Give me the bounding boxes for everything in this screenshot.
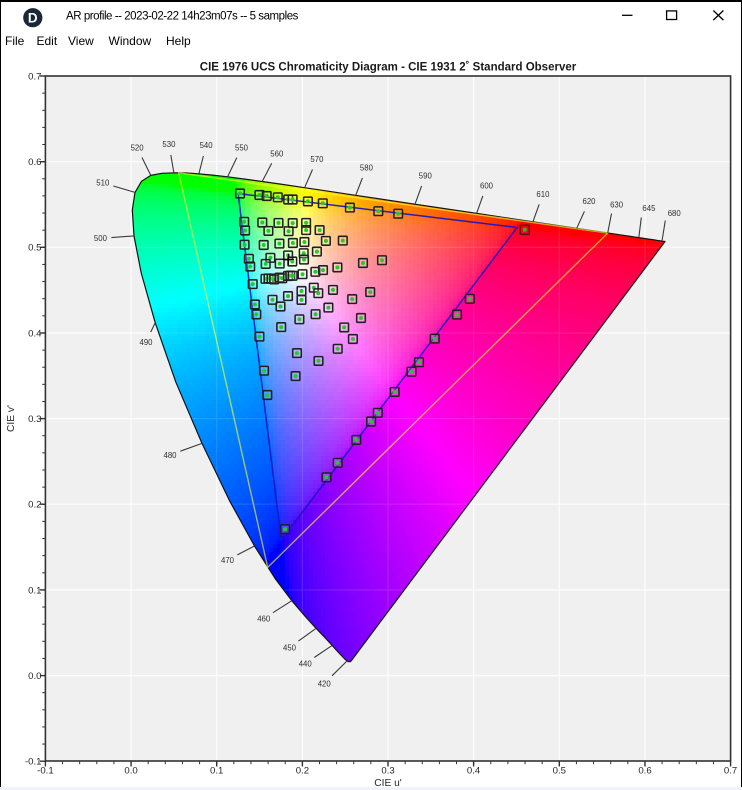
svg-text:0.4: 0.4 (28, 328, 42, 339)
svg-text:0.3: 0.3 (28, 414, 41, 425)
svg-text:440: 440 (299, 660, 313, 669)
svg-text:570: 570 (310, 155, 324, 164)
svg-text:0.2: 0.2 (28, 500, 41, 511)
svg-text:D: D (28, 10, 38, 25)
svg-text:520: 520 (131, 143, 145, 152)
svg-text:510: 510 (96, 179, 110, 188)
svg-text:0.6: 0.6 (638, 766, 651, 777)
svg-text:AR profile -- 2023-02-22 14h23: AR profile -- 2023-02-22 14h23m07s -- 5 … (66, 11, 299, 23)
svg-text:500: 500 (94, 234, 108, 243)
svg-text:0.1: 0.1 (28, 585, 41, 596)
svg-text:580: 580 (360, 164, 374, 173)
svg-text:0.5: 0.5 (553, 766, 566, 777)
svg-text:530: 530 (162, 140, 176, 149)
svg-text:460: 460 (257, 614, 271, 623)
svg-text:610: 610 (536, 190, 550, 199)
svg-text:Window: Window (109, 34, 152, 48)
svg-text:0.0: 0.0 (124, 766, 137, 777)
svg-text:630: 630 (610, 201, 624, 210)
svg-text:-0.1: -0.1 (37, 766, 54, 777)
svg-text:550: 550 (235, 144, 249, 153)
svg-text:0.7: 0.7 (28, 71, 41, 82)
svg-text:CIE v': CIE v' (6, 405, 17, 432)
svg-text:680: 680 (668, 209, 682, 218)
svg-text:0.5: 0.5 (28, 243, 41, 254)
svg-text:CIE 1976 UCS Chromaticity Diag: CIE 1976 UCS Chromaticity Diagram - CIE … (200, 62, 577, 74)
svg-text:420: 420 (318, 679, 332, 688)
svg-text:0.4: 0.4 (467, 766, 481, 777)
svg-text:480: 480 (163, 451, 177, 460)
svg-text:0.6: 0.6 (28, 157, 41, 168)
svg-text:620: 620 (582, 197, 596, 206)
svg-text:CIE u': CIE u' (374, 778, 401, 789)
svg-text:450: 450 (283, 643, 297, 652)
svg-text:560: 560 (270, 149, 284, 158)
svg-text:0.3: 0.3 (381, 766, 394, 777)
svg-text:0.0: 0.0 (28, 671, 41, 682)
svg-text:470: 470 (221, 556, 235, 565)
svg-text:Edit: Edit (37, 34, 58, 48)
svg-text:-0.1: -0.1 (25, 757, 42, 768)
svg-text:0.1: 0.1 (210, 766, 223, 777)
svg-text:Help: Help (166, 34, 191, 48)
svg-text:0.7: 0.7 (724, 766, 737, 777)
svg-text:File: File (5, 34, 25, 48)
svg-text:590: 590 (419, 171, 433, 180)
svg-text:600: 600 (480, 181, 494, 190)
svg-text:View: View (68, 34, 94, 48)
svg-text:540: 540 (200, 141, 214, 150)
svg-text:490: 490 (139, 338, 153, 347)
svg-text:0.2: 0.2 (296, 766, 309, 777)
svg-text:645: 645 (642, 204, 656, 213)
